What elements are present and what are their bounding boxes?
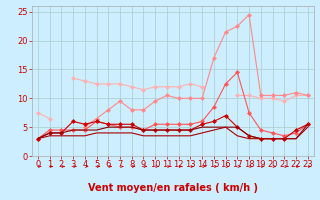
X-axis label: Vent moyen/en rafales ( km/h ): Vent moyen/en rafales ( km/h ) [88, 183, 258, 193]
